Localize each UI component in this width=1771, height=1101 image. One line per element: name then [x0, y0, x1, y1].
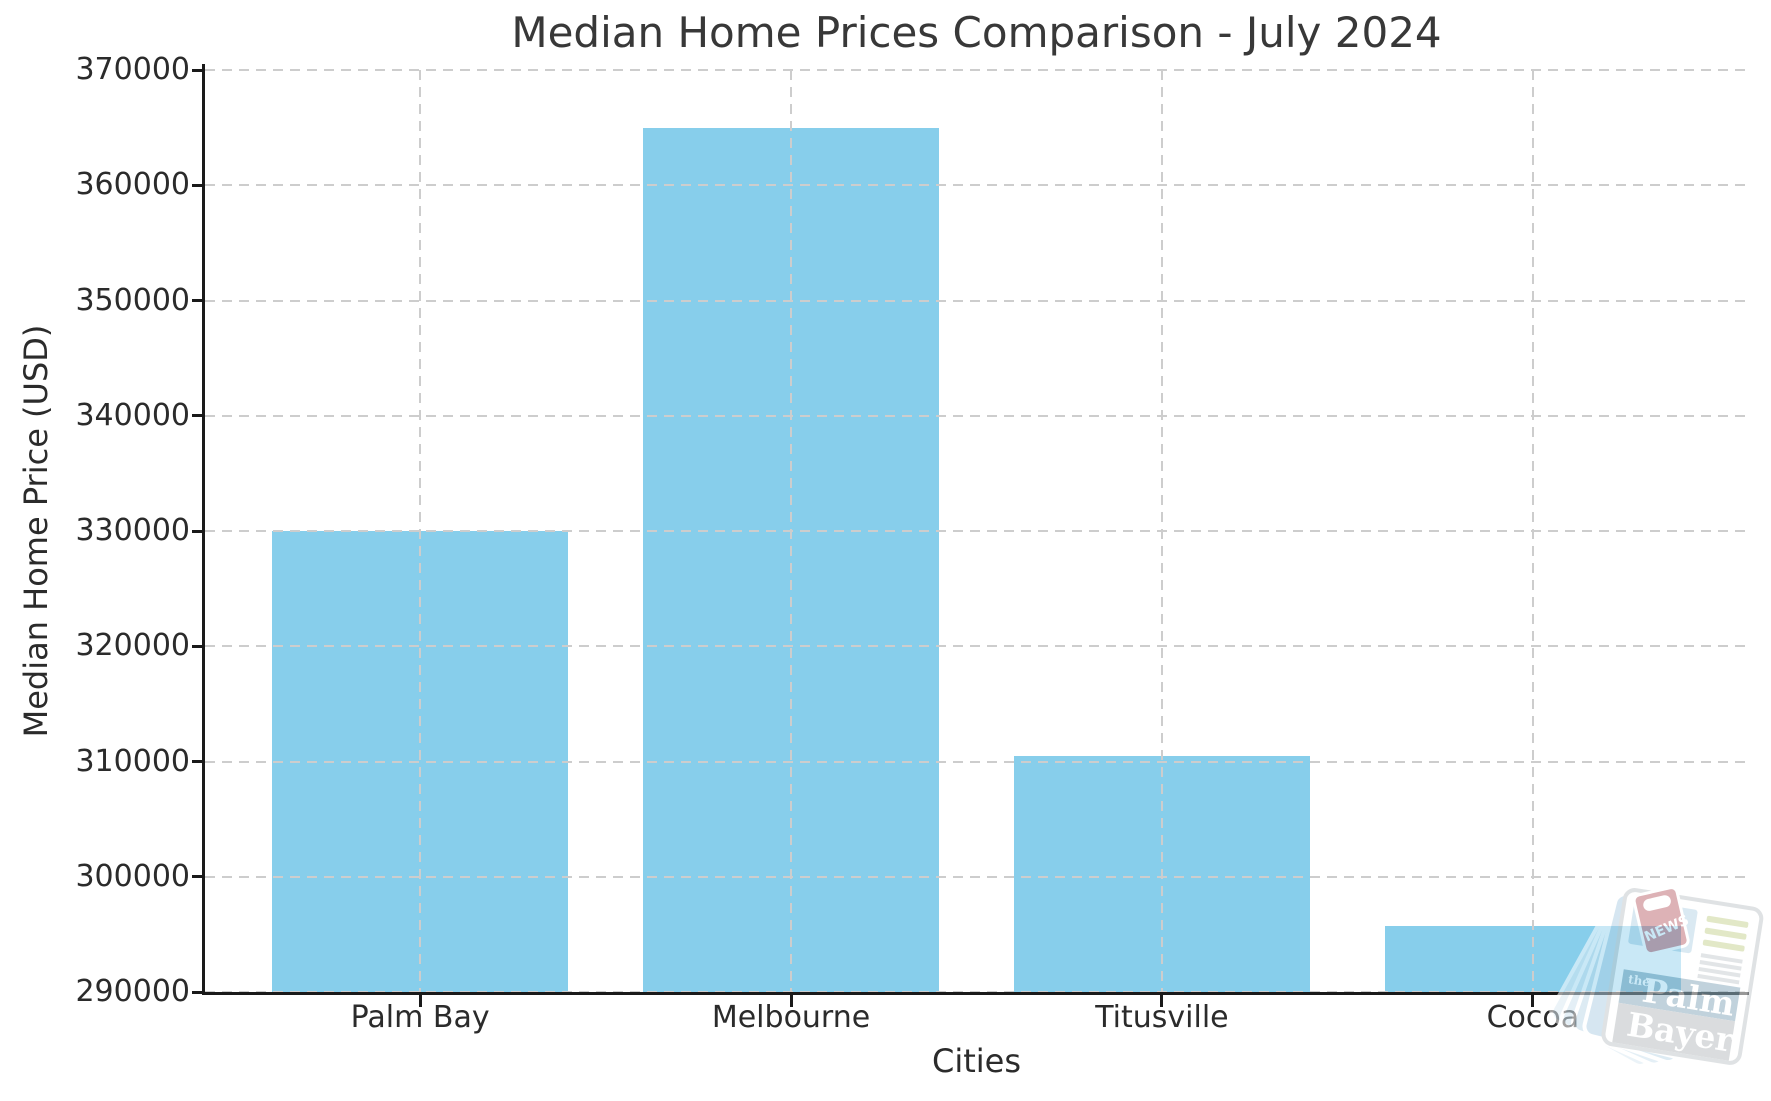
- y-gridline: [205, 414, 1748, 417]
- x-axis-spine: [202, 992, 1749, 995]
- y-gridline: [205, 69, 1748, 71]
- y-tick-label: 340000: [75, 397, 190, 433]
- y-gridline: [205, 299, 1748, 302]
- y-tick-mark: [192, 760, 204, 763]
- y-gridline: [205, 760, 1748, 763]
- watermark-the-text: the: [1627, 972, 1651, 989]
- x-tick-label: Melbourne: [711, 1000, 871, 1035]
- x-tick-label: Palm Bay: [350, 1000, 490, 1035]
- y-tick-mark: [192, 68, 204, 72]
- x-axis-label: Cities: [931, 1042, 1022, 1080]
- y-tick-mark: [192, 990, 204, 994]
- palm-bayer-newspaper-watermark: the Palm Bayer NEWS: [1549, 886, 1764, 1068]
- chart-title: Median Home Prices Comparison - July 202…: [511, 8, 1442, 57]
- y-tick-mark: [192, 529, 204, 533]
- x-gridline: [419, 70, 422, 992]
- x-tick-mark: [789, 995, 793, 1007]
- y-gridline: [205, 875, 1748, 878]
- y-tick-label: 300000: [75, 858, 190, 894]
- x-tick-label: Titusville: [1095, 1000, 1229, 1035]
- x-tick-mark: [1160, 995, 1164, 1007]
- newspaper-icon: the Palm Bayer: [1601, 888, 1764, 1065]
- y-tick-label: 290000: [75, 974, 190, 1009]
- y-tick-mark: [192, 644, 204, 648]
- y-tick-mark: [192, 183, 204, 187]
- x-gridline: [790, 70, 793, 992]
- x-tick-mark: [418, 995, 422, 1007]
- y-tick-label: 320000: [75, 628, 190, 664]
- y-tick-label: 360000: [75, 167, 190, 203]
- y-gridline: [205, 645, 1748, 648]
- news-tag-icon: NEWS: [1632, 886, 1691, 956]
- y-gridline: [205, 530, 1748, 532]
- y-tick-mark: [192, 414, 204, 418]
- y-tick-label: 310000: [75, 743, 190, 779]
- y-tick-label: 330000: [75, 513, 190, 548]
- y-tick-mark: [192, 299, 204, 302]
- y-tick-label: 350000: [75, 282, 190, 318]
- x-tick-mark: [1531, 995, 1535, 1007]
- x-gridline: [1531, 70, 1534, 992]
- x-gridline: [1160, 70, 1163, 992]
- y-gridline: [205, 184, 1748, 187]
- plot-area: [205, 69, 1748, 993]
- y-tick-label: 370000: [75, 52, 190, 87]
- y-tick-mark: [192, 875, 204, 879]
- grid-layer: [205, 69, 1748, 993]
